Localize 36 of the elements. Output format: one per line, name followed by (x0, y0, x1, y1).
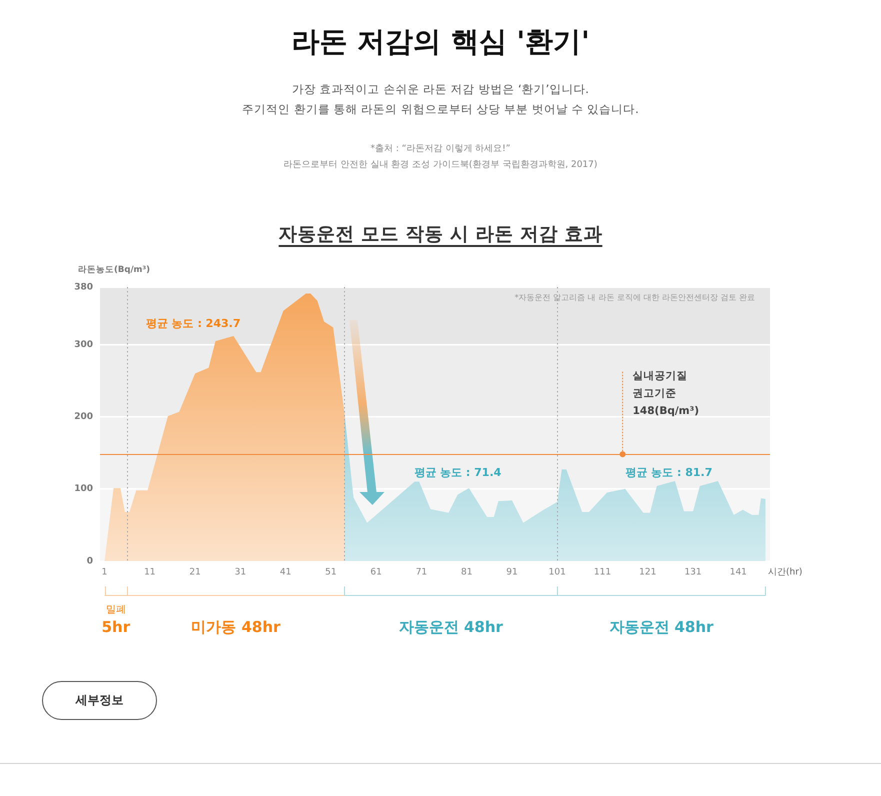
x-tick-label: 61 (370, 568, 382, 578)
x-tick-label: 141 (730, 568, 747, 578)
x-tick-label: 111 (594, 568, 612, 578)
x-tick-label: 1 (102, 568, 108, 578)
button: 세부정보 (42, 681, 157, 720)
text: 자동운전 48hr (609, 618, 714, 636)
annotation: 평균 농도 : 71.4 (414, 466, 502, 479)
y-tick-label: 300 (74, 340, 93, 350)
x-tick-label: 51 (325, 568, 337, 578)
text: *출처 : “라돈저감 이렇게 하세요!” 라돈으로부터 안전한 실내 환경 조성 가이드북(환경부 국립환경과학원, 2017) (282, 143, 598, 172)
x-tick-label: 131 (684, 568, 702, 578)
y-tick-label: 380 (74, 282, 93, 292)
y-axis-title: 라돈농도(Bq/m³) (78, 265, 150, 276)
text: 자동운전 48hr (398, 618, 504, 636)
x-tick-label: 81 (460, 568, 472, 578)
chart-title: 라돈 저감의 핵심 '환기' (290, 24, 591, 60)
annotation: 평균 농도 : 243.7 (146, 316, 240, 330)
x-tick-label: 41 (280, 568, 292, 578)
y-tick-label: 200 (74, 412, 93, 422)
x-tick-label: 11 (144, 568, 156, 578)
x-tick-label: 91 (506, 568, 518, 578)
annotation: *자동운전 알고리즘 내 라돈 로직에 대한 라돈안전센터장 검토 완료 (514, 293, 755, 302)
text: 밀폐 5hr (102, 604, 131, 636)
x-tick-label: 101 (548, 568, 566, 578)
x-tick-label: 121 (639, 568, 656, 578)
y-tick-label: 0 (86, 556, 93, 566)
x-tick-label: 31 (234, 568, 246, 578)
annotation: 평균 농도 : 81.7 (625, 466, 712, 479)
x-axis-title: 시간(hr) (768, 567, 802, 578)
text: 자동운전 모드 작동 시 라돈 저감 효과 (278, 224, 602, 245)
x-tick-label: 21 (189, 568, 201, 578)
x-tick-label: 71 (416, 568, 428, 578)
ref-line-label: 실내공기질 권고기준 148(Bq/m³) (632, 370, 700, 418)
y-tick-label: 100 (74, 484, 93, 494)
chart-subtitle: 가장 효과적이고 손쉬운 라돈 저감 방법은 ‘환기’입니다. 주기적인 환기를 통해 라돈의 위험으로부터 상당 부분 벗어날 수 있습니다. (241, 81, 640, 118)
text: 미가동 48hr (191, 618, 281, 636)
